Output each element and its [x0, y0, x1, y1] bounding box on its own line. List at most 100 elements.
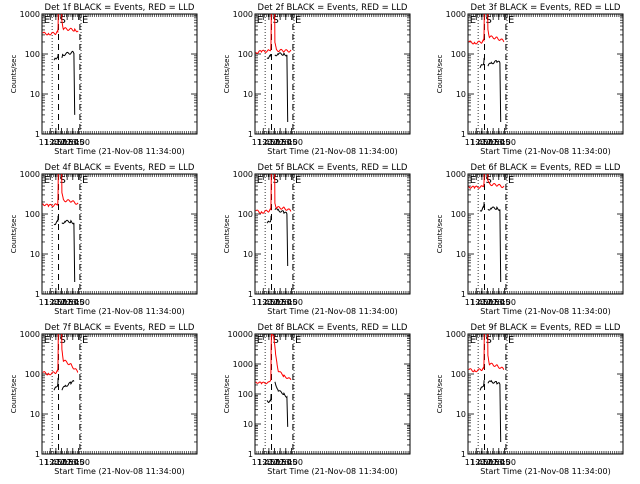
event-marker-s: S: [273, 15, 279, 26]
x-tick-label: 12:45: [61, 458, 84, 467]
event-marker-e: E: [470, 15, 476, 26]
x-tick-label: 12:00: [44, 138, 67, 147]
panel-title: Det 8f BLACK = Events, RED = LLD: [258, 323, 408, 333]
x-tick-label: 12:15: [476, 458, 499, 467]
y-tick-label: 100: [238, 210, 253, 219]
y-tick-label: 100: [451, 210, 466, 219]
event-marker-e: E: [295, 335, 301, 346]
x-tick-label: 11:45: [252, 138, 275, 147]
y-tick-label: 1000: [233, 360, 253, 369]
panel-title: Det 3f BLACK = Events, RED = LLD: [471, 3, 621, 13]
series-line-events: [274, 381, 289, 427]
event-marker-e: E: [508, 175, 514, 186]
series-line-events: [266, 393, 272, 404]
series-line-lld: [42, 14, 59, 36]
y-tick-label: 1: [461, 130, 466, 139]
x-axis-label: Start Time (21-Nov-08 11:34:00): [480, 467, 610, 476]
y-axis-label: Counts/sec: [10, 215, 18, 254]
x-tick-label: 12:45: [274, 458, 297, 467]
series-line-lld: [61, 174, 79, 205]
x-tick-label: 13:00: [280, 298, 303, 307]
event-marker-s: S: [486, 175, 492, 186]
axes-frame: [467, 13, 624, 135]
x-tick-label: 11:45: [39, 298, 62, 307]
event-marker-e: E: [295, 175, 301, 186]
y-tick-label: 1000: [233, 10, 253, 19]
panel-title: Det 4f BLACK = Events, RED = LLD: [45, 163, 195, 173]
series-events: [53, 215, 76, 283]
panel-title: Det 1f BLACK = Events, RED = LLD: [45, 3, 195, 13]
x-tick-label: 12:00: [44, 298, 67, 307]
y-tick-label: 10: [456, 250, 466, 259]
series-line-events: [479, 201, 485, 212]
y-tick-label: 1000: [446, 170, 466, 179]
event-marker-s: S: [486, 335, 492, 346]
series-line-events: [53, 215, 59, 226]
x-tick-label: 12:00: [44, 458, 67, 467]
x-axis-label: Start Time (21-Nov-08 11:34:00): [267, 467, 397, 476]
series-line-events: [479, 380, 485, 391]
x-tick-label: 12:30: [56, 298, 79, 307]
y-tick-label: 10: [30, 90, 40, 99]
y-tick-label: 10: [243, 250, 253, 259]
x-tick-label: 12:15: [50, 298, 73, 307]
x-tick-label: 12:15: [50, 458, 73, 467]
series-events: [479, 201, 502, 283]
series-events: [53, 377, 75, 391]
panel-det-2f: Det 2f BLACK = Events, RED = LLD 1 10 100 10…: [223, 3, 411, 156]
series-line-lld: [468, 174, 485, 190]
axes-frame: [41, 333, 198, 455]
y-tick-label: 1000: [233, 170, 253, 179]
series-events: [266, 208, 289, 267]
y-tick-label: 100: [451, 50, 466, 59]
event-marker-e: E: [44, 175, 50, 186]
axes-frame: [467, 173, 624, 295]
x-tick-label: 13:00: [280, 138, 303, 147]
series-line-events: [487, 379, 502, 443]
y-tick-label: 100: [238, 50, 253, 59]
series-lld: [42, 14, 79, 36]
event-marker-e: E: [295, 15, 301, 26]
series-line-events: [53, 53, 59, 61]
x-tick-label: 12:45: [274, 298, 297, 307]
series-line-lld: [487, 14, 505, 43]
x-tick-label: 12:45: [487, 298, 510, 307]
y-tick-label: 10: [456, 90, 466, 99]
y-tick-label: 10: [30, 250, 40, 259]
panel-title: Det 2f BLACK = Events, RED = LLD: [258, 3, 408, 13]
series-events: [479, 379, 502, 443]
series-lld: [255, 334, 292, 385]
series-line-lld: [274, 14, 292, 53]
series-lld: [468, 14, 505, 45]
x-tick-label: 12:00: [257, 458, 280, 467]
x-tick-label: 12:15: [50, 138, 73, 147]
series-line-events: [61, 50, 76, 115]
x-axis-label: Start Time (21-Nov-08 11:34:00): [480, 307, 610, 316]
y-tick-label: 100: [25, 210, 40, 219]
x-tick-label: 12:00: [470, 298, 493, 307]
series-events: [266, 381, 289, 427]
panel-det-7f: Det 7f BLACK = Events, RED = LLD 1 10 100 10…: [10, 323, 198, 476]
series-line-lld: [274, 174, 292, 212]
panel-det-1f: Det 1f BLACK = Events, RED = LLD 1 10 100 10…: [10, 3, 198, 156]
y-axis-label: Counts/sec: [10, 375, 18, 414]
x-tick-label: 12:00: [257, 138, 280, 147]
x-tick-label: 13:00: [67, 298, 90, 307]
x-tick-label: 13:00: [493, 138, 516, 147]
y-tick-label: 1: [35, 130, 40, 139]
event-marker-e: E: [44, 335, 50, 346]
series-lld: [255, 14, 292, 54]
panel-title: Det 7f BLACK = Events, RED = LLD: [45, 323, 195, 333]
series-lld: [468, 334, 505, 373]
event-marker-e: E: [257, 15, 263, 26]
x-tick-label: 12:00: [470, 458, 493, 467]
series-line-events: [274, 52, 289, 123]
y-tick-label: 100: [451, 370, 466, 379]
event-marker-e: E: [257, 335, 263, 346]
series-events: [53, 50, 76, 115]
series-line-lld: [42, 174, 59, 208]
y-axis-label: Counts/sec: [436, 55, 444, 94]
series-line-events: [487, 60, 502, 123]
x-tick-label: 11:45: [465, 298, 488, 307]
